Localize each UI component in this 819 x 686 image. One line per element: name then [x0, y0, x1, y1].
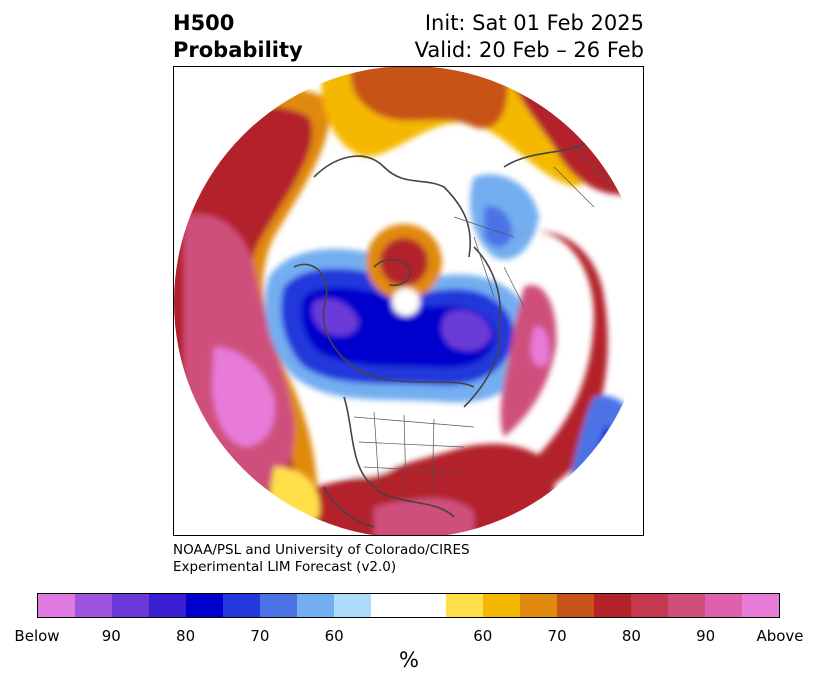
- southern-white: [324, 436, 404, 477]
- colorbar-segment: [408, 594, 446, 617]
- colorbar-tick-label: 70: [250, 627, 270, 645]
- colorbar-segment: [297, 594, 335, 617]
- colorbar-segment: [112, 594, 150, 617]
- polar-probability-map: [174, 67, 643, 535]
- map-panel: [173, 66, 644, 536]
- colorbar-segment: [482, 594, 520, 617]
- colorbar-tick-label: 90: [101, 627, 121, 645]
- colorbar-tick-label: 90: [696, 627, 716, 645]
- colorbar-tick-label: Below: [14, 627, 60, 645]
- colorbar-tick-label: 80: [621, 627, 641, 645]
- colorbar-segment: [630, 594, 668, 617]
- colorbar-segment: [38, 594, 76, 617]
- credit-line-2: Experimental LIM Forecast (v2.0): [173, 559, 397, 575]
- credit-line-1: NOAA/PSL and University of Colorado/CIRE…: [173, 542, 470, 558]
- colorbar-segment: [741, 594, 779, 617]
- probability-colorbar: [37, 593, 780, 618]
- colorbar-segment: [223, 594, 261, 617]
- atlantic-above-core: [530, 326, 550, 367]
- polar-above-center: [380, 238, 428, 286]
- map-credit: NOAA/PSL and University of Colorado/CIRE…: [173, 542, 470, 576]
- eurasia-below-center: [441, 309, 492, 351]
- title-subtitle: Probability: [173, 38, 303, 62]
- pacific-above-core: [212, 347, 275, 447]
- title-right: Init: Sat 01 Feb 2025 Valid: 20 Feb – 26…: [415, 10, 644, 64]
- coastlines: [293, 133, 643, 528]
- colorbar-segment: [260, 594, 298, 617]
- colorbar-tick-label: 70: [547, 627, 567, 645]
- colorbar-tick-label: Above: [756, 627, 804, 645]
- probability-field: [174, 67, 643, 535]
- colorbar-segment: [519, 594, 557, 617]
- arctic-above-core: [350, 67, 508, 129]
- colorbar-segment: [593, 594, 631, 617]
- colorbar-tick-label: 60: [324, 627, 344, 645]
- colorbar-tick-label: 80: [176, 627, 196, 645]
- colorbar-segment: [186, 594, 224, 617]
- title-left: H500 Probability: [173, 10, 303, 64]
- colorbar-segment: [704, 594, 742, 617]
- colorbar-segment: [667, 594, 705, 617]
- init-date: Init: Sat 01 Feb 2025: [424, 11, 644, 35]
- title-variable: H500: [173, 11, 235, 35]
- colorbar-segment: [75, 594, 113, 617]
- colorbar-segment: [445, 594, 483, 617]
- colorbar-segment: [371, 594, 409, 617]
- central-below-core: [301, 287, 496, 368]
- polar-white-gap: [392, 288, 420, 316]
- siberia-below-core: [484, 206, 513, 248]
- southern-above: [264, 443, 554, 535]
- political-borders: [353, 146, 615, 498]
- atlantic-above-inner: [500, 285, 557, 437]
- valid-range: Valid: 20 Feb – 26 Feb: [414, 38, 644, 62]
- colorbar-tick-label: 60: [473, 627, 493, 645]
- colorbar-segment: [149, 594, 187, 617]
- colorbar-unit-label: %: [399, 648, 419, 672]
- colorbar-segment: [556, 594, 594, 617]
- colorbar-segment: [334, 594, 372, 617]
